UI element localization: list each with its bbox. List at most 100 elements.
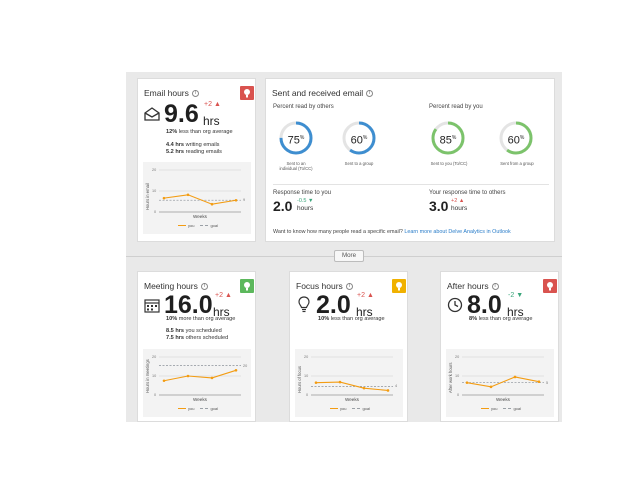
insight-flag-icon[interactable] xyxy=(543,279,557,293)
legend-swatch-goal xyxy=(200,225,209,227)
data-point[interactable] xyxy=(489,385,493,389)
donut-ring xyxy=(431,121,465,155)
email-hours-delta: +2 ▲ xyxy=(204,101,221,108)
info-icon[interactable]: i xyxy=(345,283,353,291)
donut-sent-group[interactable]: 60% xyxy=(341,120,377,156)
goal-value-label: 5 xyxy=(546,380,549,385)
series-line-you xyxy=(466,376,540,388)
data-point[interactable] xyxy=(513,375,517,379)
y-axis-label: Hours in meetings xyxy=(145,359,150,393)
y-tick-max: 20 xyxy=(304,355,309,359)
insight-flag-icon[interactable] xyxy=(392,279,406,293)
response-time-to-you-value: 2.0 xyxy=(273,198,293,214)
info-icon[interactable]: i xyxy=(200,283,208,291)
donut-value: 60% xyxy=(498,120,534,156)
response-time-to-you-delta: -0.5 ▼ xyxy=(297,198,314,204)
meeting-compare: 10% more than org average xyxy=(166,316,236,322)
meeting-others-scheduled: 7.5 hrs others scheduled xyxy=(166,335,229,341)
x-axis-label: Weeks xyxy=(496,397,510,402)
x-axis-label: Weeks xyxy=(193,397,207,402)
after-hours-delta: -2 ▼ xyxy=(508,292,524,299)
info-icon[interactable]: i xyxy=(491,283,499,291)
donut-received-you[interactable]: 85% xyxy=(430,120,466,156)
more-button[interactable]: More xyxy=(334,250,364,262)
donut-sent-individual[interactable]: 75% xyxy=(278,120,314,156)
data-point[interactable] xyxy=(234,198,238,202)
donut-percent-sign: % xyxy=(362,135,368,141)
donut-caption: Sent to a group xyxy=(344,161,374,166)
donut-number: 85 xyxy=(439,134,452,147)
data-point[interactable] xyxy=(210,202,214,206)
meeting-hours-title: Meeting hours i xyxy=(144,281,208,291)
response-time-to-others-label: Your response time to others xyxy=(429,190,506,196)
after-hours-card[interactable]: After hours i 8.0 hrs -2 ▼ 8% less than o… xyxy=(440,271,559,422)
donut-fill xyxy=(431,121,465,155)
y-tick-max: 20 xyxy=(455,355,460,359)
legend-swatch-goal xyxy=(503,408,512,410)
percent-read-by-you-label: Percent read by you xyxy=(429,104,483,110)
donut-value: 85% xyxy=(430,120,466,156)
line-chart-plot xyxy=(462,356,544,396)
legend-goal: goal xyxy=(210,223,219,228)
email-writing: 4.4 hrs writing emails xyxy=(166,142,220,148)
insight-flag-icon[interactable] xyxy=(240,279,254,293)
insight-flag-icon[interactable] xyxy=(240,86,254,100)
after-hours-unit: hrs xyxy=(507,305,524,319)
y-axis-label: Hours of focus xyxy=(297,366,302,393)
data-point[interactable] xyxy=(234,369,238,372)
series-line-you xyxy=(163,369,237,382)
calendar-icon xyxy=(144,299,160,313)
data-point[interactable] xyxy=(537,380,541,383)
data-point[interactable] xyxy=(386,389,390,392)
chart-legend: you goal xyxy=(178,406,218,411)
donut-number: 60 xyxy=(350,134,363,147)
donut-number: 75 xyxy=(287,134,300,147)
line-chart-plot xyxy=(159,169,241,213)
data-point[interactable] xyxy=(162,379,166,383)
focus-hours-unit: hrs xyxy=(356,305,373,319)
info-icon[interactable]: i xyxy=(366,90,374,98)
response-time-to-others-unit: hours xyxy=(451,205,468,212)
goal-value-label: 20 xyxy=(243,363,248,368)
meeting-hours-value: 16.0 xyxy=(164,291,213,319)
after-hours-chart: 20 10 0 5 After work hours Weeks you goal xyxy=(446,349,554,417)
response-time-to-you-unit: hours xyxy=(297,205,314,212)
donut-fill xyxy=(342,121,376,155)
series-line-you xyxy=(315,381,389,391)
data-point[interactable] xyxy=(314,381,318,384)
donut-caption: Sent to an individual (To/CC) xyxy=(279,161,313,171)
data-point[interactable] xyxy=(162,196,166,200)
legend-swatch-you xyxy=(178,225,186,227)
data-point[interactable] xyxy=(465,381,469,384)
donut-percent-sign: % xyxy=(519,135,525,141)
donut-received-group[interactable]: 60% xyxy=(498,120,534,156)
data-point[interactable] xyxy=(186,193,190,197)
learn-more-link[interactable]: Learn more about Delve Analytics in Outl… xyxy=(404,229,511,235)
focus-hours-title: Focus hours i xyxy=(296,281,353,291)
donut-number: 60 xyxy=(507,134,520,147)
line-chart-plot xyxy=(159,356,241,396)
meeting-hours-card[interactable]: Meeting hours i 16.0 hrs +2 ▲ 10% more th… xyxy=(137,271,256,422)
data-point[interactable] xyxy=(362,386,366,390)
data-point[interactable] xyxy=(186,374,190,378)
email-hours-title: Email hours i xyxy=(144,88,199,98)
donut-ring xyxy=(342,121,376,155)
after-compare: 8% less than org average xyxy=(469,316,533,322)
email-hours-value: 9.6 xyxy=(164,100,199,128)
legend-you: you xyxy=(491,406,498,411)
focus-hours-card[interactable]: Focus hours i 2.0 hrs +2 ▲ 10% less than … xyxy=(289,271,408,422)
data-point[interactable] xyxy=(338,380,342,384)
percent-read-by-others-label: Percent read by others xyxy=(273,104,334,110)
legend-swatch-goal xyxy=(200,408,209,410)
legend-goal: goal xyxy=(362,406,371,411)
focus-hours-chart: 20 10 0 4 Hours of focus Weeks you goal xyxy=(295,349,403,417)
divider xyxy=(273,184,549,185)
donut-caption: Sent to you (To/CC) xyxy=(430,161,468,166)
y-tick-min: 0 xyxy=(306,393,309,397)
meeting-hours-chart: 20 10 0 20 Hours in meetings Weeks you goal xyxy=(143,349,251,417)
email-hours-card[interactable]: Email hours i 9.6 hrs +2 ▲ 12% less than … xyxy=(137,78,256,242)
y-tick-mid: 10 xyxy=(152,374,157,378)
info-icon[interactable]: i xyxy=(191,90,199,98)
envelope-icon xyxy=(144,107,160,121)
data-point[interactable] xyxy=(210,376,214,380)
